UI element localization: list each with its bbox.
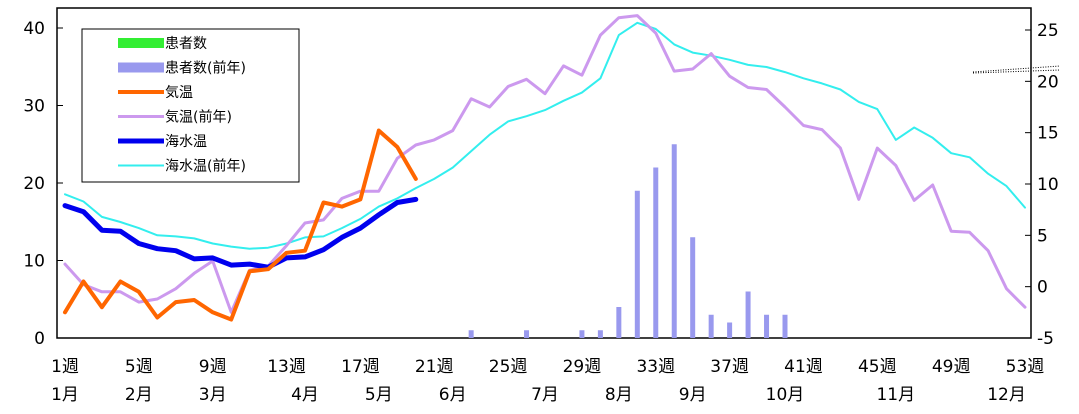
right-axis-tick-label: 5 bbox=[1037, 226, 1048, 246]
bar bbox=[616, 307, 622, 338]
x-axis-month-label: 9月 bbox=[679, 385, 707, 405]
right-axis-tick-label: 15 bbox=[1037, 124, 1059, 144]
legend-label: 海水温(前年) bbox=[165, 158, 246, 175]
x-axis-week-label: 13週 bbox=[267, 357, 306, 377]
bar bbox=[524, 330, 530, 338]
x-axis-month-label: 11月 bbox=[876, 385, 915, 405]
x-axis-week-label: 49週 bbox=[932, 357, 971, 377]
lines-group bbox=[62, 14, 1027, 322]
series-line bbox=[63, 128, 418, 322]
x-axis-week-label: 25週 bbox=[489, 357, 528, 377]
x-axis-week-label: 41週 bbox=[784, 357, 823, 377]
x-axis-month-label: 5月 bbox=[365, 385, 393, 405]
x-axis-week-label: 9週 bbox=[199, 357, 227, 377]
x-axis-month-label: 1月 bbox=[51, 385, 79, 405]
right-axis-tick-label: 0 bbox=[1037, 278, 1048, 298]
x-axis-week-label: 45週 bbox=[858, 357, 897, 377]
x-axis-week-label: 5週 bbox=[125, 357, 153, 377]
left-axis-tick-label: 20 bbox=[23, 174, 45, 194]
legend-box bbox=[81, 28, 300, 183]
x-axis-month-label: 8月 bbox=[605, 385, 633, 405]
series-line bbox=[64, 21, 1026, 250]
x-axis-month-label: 6月 bbox=[439, 385, 467, 405]
x-axis-month-label: 7月 bbox=[531, 385, 559, 405]
left-axis-tick-label: 0 bbox=[34, 329, 45, 349]
right-axis-tick-label: -5 bbox=[1037, 329, 1054, 349]
annotation-dotted-line bbox=[972, 69, 1061, 74]
legend-label: 気温(前年) bbox=[165, 109, 232, 126]
x-axis: 1週 5週 9週 13週 17週 21週 25週 29週 33週 37週 41週 45週 49週 53週 1… bbox=[51, 357, 1044, 405]
bar bbox=[671, 144, 677, 338]
x-axis-week-label: 33週 bbox=[636, 357, 675, 377]
series-line bbox=[63, 14, 1027, 314]
right-axis-tick-label: 25 bbox=[1037, 21, 1059, 41]
legend-label: 気温 bbox=[165, 85, 193, 101]
x-axis-month-label: 2月 bbox=[125, 385, 153, 405]
legend-label: 患者数(前年) bbox=[165, 60, 246, 77]
right-axis-tick-label: 10 bbox=[1037, 175, 1059, 195]
legend-swatch bbox=[118, 62, 164, 73]
bar bbox=[634, 190, 640, 338]
left-axis: 0 10 20 30 40 bbox=[23, 19, 63, 349]
bar bbox=[468, 330, 474, 338]
x-axis-week-label: 29週 bbox=[563, 357, 602, 377]
bar bbox=[708, 314, 714, 338]
bar bbox=[579, 330, 585, 338]
x-axis-week-label: 21週 bbox=[415, 357, 454, 377]
bars-group bbox=[468, 144, 788, 338]
x-axis-week-label: 37週 bbox=[710, 357, 749, 377]
legend-label: 海水温 bbox=[165, 134, 207, 150]
series-line bbox=[62, 196, 419, 270]
bar bbox=[727, 322, 733, 338]
x-axis-month-label: 10月 bbox=[766, 385, 805, 405]
bar bbox=[653, 167, 659, 338]
bar bbox=[690, 237, 696, 338]
annotation-dotted-line bbox=[972, 65, 1061, 73]
right-axis: -5 0 5 10 15 20 25 bbox=[1025, 21, 1059, 349]
bar bbox=[764, 314, 770, 338]
right-axis-tick-label: 20 bbox=[1037, 72, 1059, 92]
x-axis-month-label: 12月 bbox=[987, 385, 1026, 405]
x-axis-week-label: 53週 bbox=[1006, 357, 1045, 377]
left-axis-tick-label: 30 bbox=[23, 97, 45, 117]
left-axis-tick-label: 10 bbox=[23, 252, 45, 272]
legend-swatch bbox=[118, 38, 164, 48]
legend-label: 患者数 bbox=[165, 36, 207, 52]
left-axis-tick-label: 40 bbox=[23, 19, 45, 39]
x-axis-week-label: 1週 bbox=[51, 357, 79, 377]
bar bbox=[782, 314, 788, 338]
x-axis-month-label: 4月 bbox=[291, 385, 319, 405]
x-axis-week-label: 17週 bbox=[341, 357, 380, 377]
bar bbox=[597, 330, 603, 338]
x-axis-month-label: 3月 bbox=[199, 385, 227, 405]
bar bbox=[745, 291, 751, 338]
